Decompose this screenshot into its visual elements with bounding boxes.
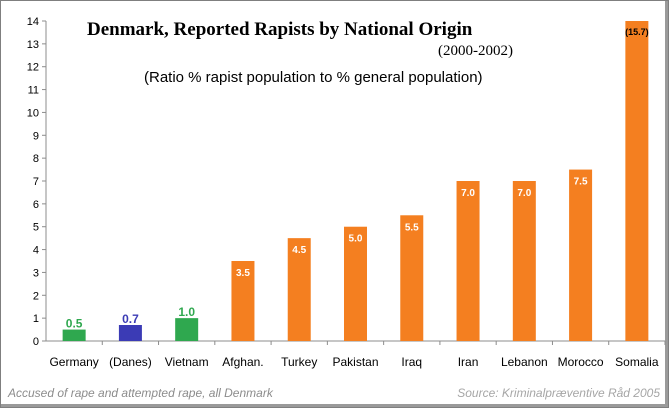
data-label: 3.5	[236, 268, 250, 279]
y-tick-label: 14	[27, 16, 39, 28]
bar	[625, 21, 649, 341]
bar	[344, 226, 367, 341]
y-tick-label: 6	[33, 199, 39, 211]
y-tick-label: 9	[33, 130, 39, 142]
y-tick-label: 7	[33, 176, 39, 188]
x-tick-label: Somalia	[615, 355, 659, 369]
bar	[62, 329, 86, 341]
x-tick-label: Germany	[49, 355, 98, 369]
y-tick-label: 11	[28, 85, 39, 97]
x-tick-label: (Danes)	[109, 355, 152, 369]
data-label: 5.0	[349, 234, 363, 245]
y-tick-label: 13	[27, 39, 39, 51]
x-tick-label: Iraq	[401, 355, 422, 369]
data-label: 7.5	[574, 177, 588, 188]
bar	[512, 181, 536, 341]
data-label: 7.0	[461, 188, 475, 199]
data-label: 5.5	[405, 222, 419, 233]
data-label: 7.0	[517, 188, 531, 199]
x-tick-label: Morocco	[558, 355, 604, 369]
y-tick-label: 10	[27, 107, 39, 119]
data-label: 1.0	[178, 305, 195, 319]
x-tick-label: Lebanon	[501, 355, 548, 369]
y-tick-label: 0	[33, 336, 39, 348]
y-tick-label: 3	[33, 267, 39, 279]
x-tick-label: Turkey	[281, 355, 317, 369]
data-label: 4.5	[292, 245, 306, 256]
bar	[456, 181, 480, 341]
bar	[175, 318, 199, 341]
x-tick-label: Afghan.	[222, 355, 263, 369]
data-label: (15.7)	[625, 27, 649, 37]
y-tick-label: 8	[33, 153, 39, 165]
x-tick-label: Pakistan	[332, 355, 378, 369]
chart-title: Denmark, Reported Rapists by National Or…	[87, 19, 473, 40]
footer-note: Accused of rape and attempted rape, all …	[8, 386, 273, 400]
chart-subtitle: (Ratio % rapist population to % general …	[144, 69, 483, 86]
bar	[400, 215, 424, 341]
y-tick-label: 4	[33, 245, 39, 257]
x-tick-label: Iran	[458, 355, 479, 369]
chart-years: (2000-2002)	[438, 43, 513, 59]
y-tick-label: 1	[33, 313, 39, 325]
y-tick-label: 12	[27, 62, 39, 74]
bar	[569, 169, 593, 341]
bar	[287, 238, 311, 341]
bar	[231, 261, 255, 341]
footer-source: Source: Kriminalpræventive Råd 2005	[457, 386, 660, 400]
y-tick-label: 2	[33, 290, 39, 302]
x-tick-label: Vietnam	[165, 355, 209, 369]
bar	[118, 325, 142, 341]
data-label: 0.7	[122, 312, 139, 326]
data-label: 0.5	[66, 317, 83, 331]
y-tick-label: 5	[33, 222, 39, 234]
